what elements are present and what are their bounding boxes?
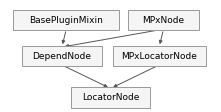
- Text: MPxNode: MPxNode: [143, 16, 185, 25]
- Text: DependNode: DependNode: [32, 52, 91, 60]
- FancyBboxPatch shape: [113, 46, 206, 66]
- FancyBboxPatch shape: [13, 10, 119, 30]
- FancyBboxPatch shape: [71, 87, 150, 108]
- Text: LocatorNode: LocatorNode: [82, 93, 139, 102]
- FancyBboxPatch shape: [22, 46, 102, 66]
- FancyBboxPatch shape: [128, 10, 199, 30]
- Text: MPxLocatorNode: MPxLocatorNode: [121, 52, 197, 60]
- Text: BasePluginMixin: BasePluginMixin: [29, 16, 103, 25]
